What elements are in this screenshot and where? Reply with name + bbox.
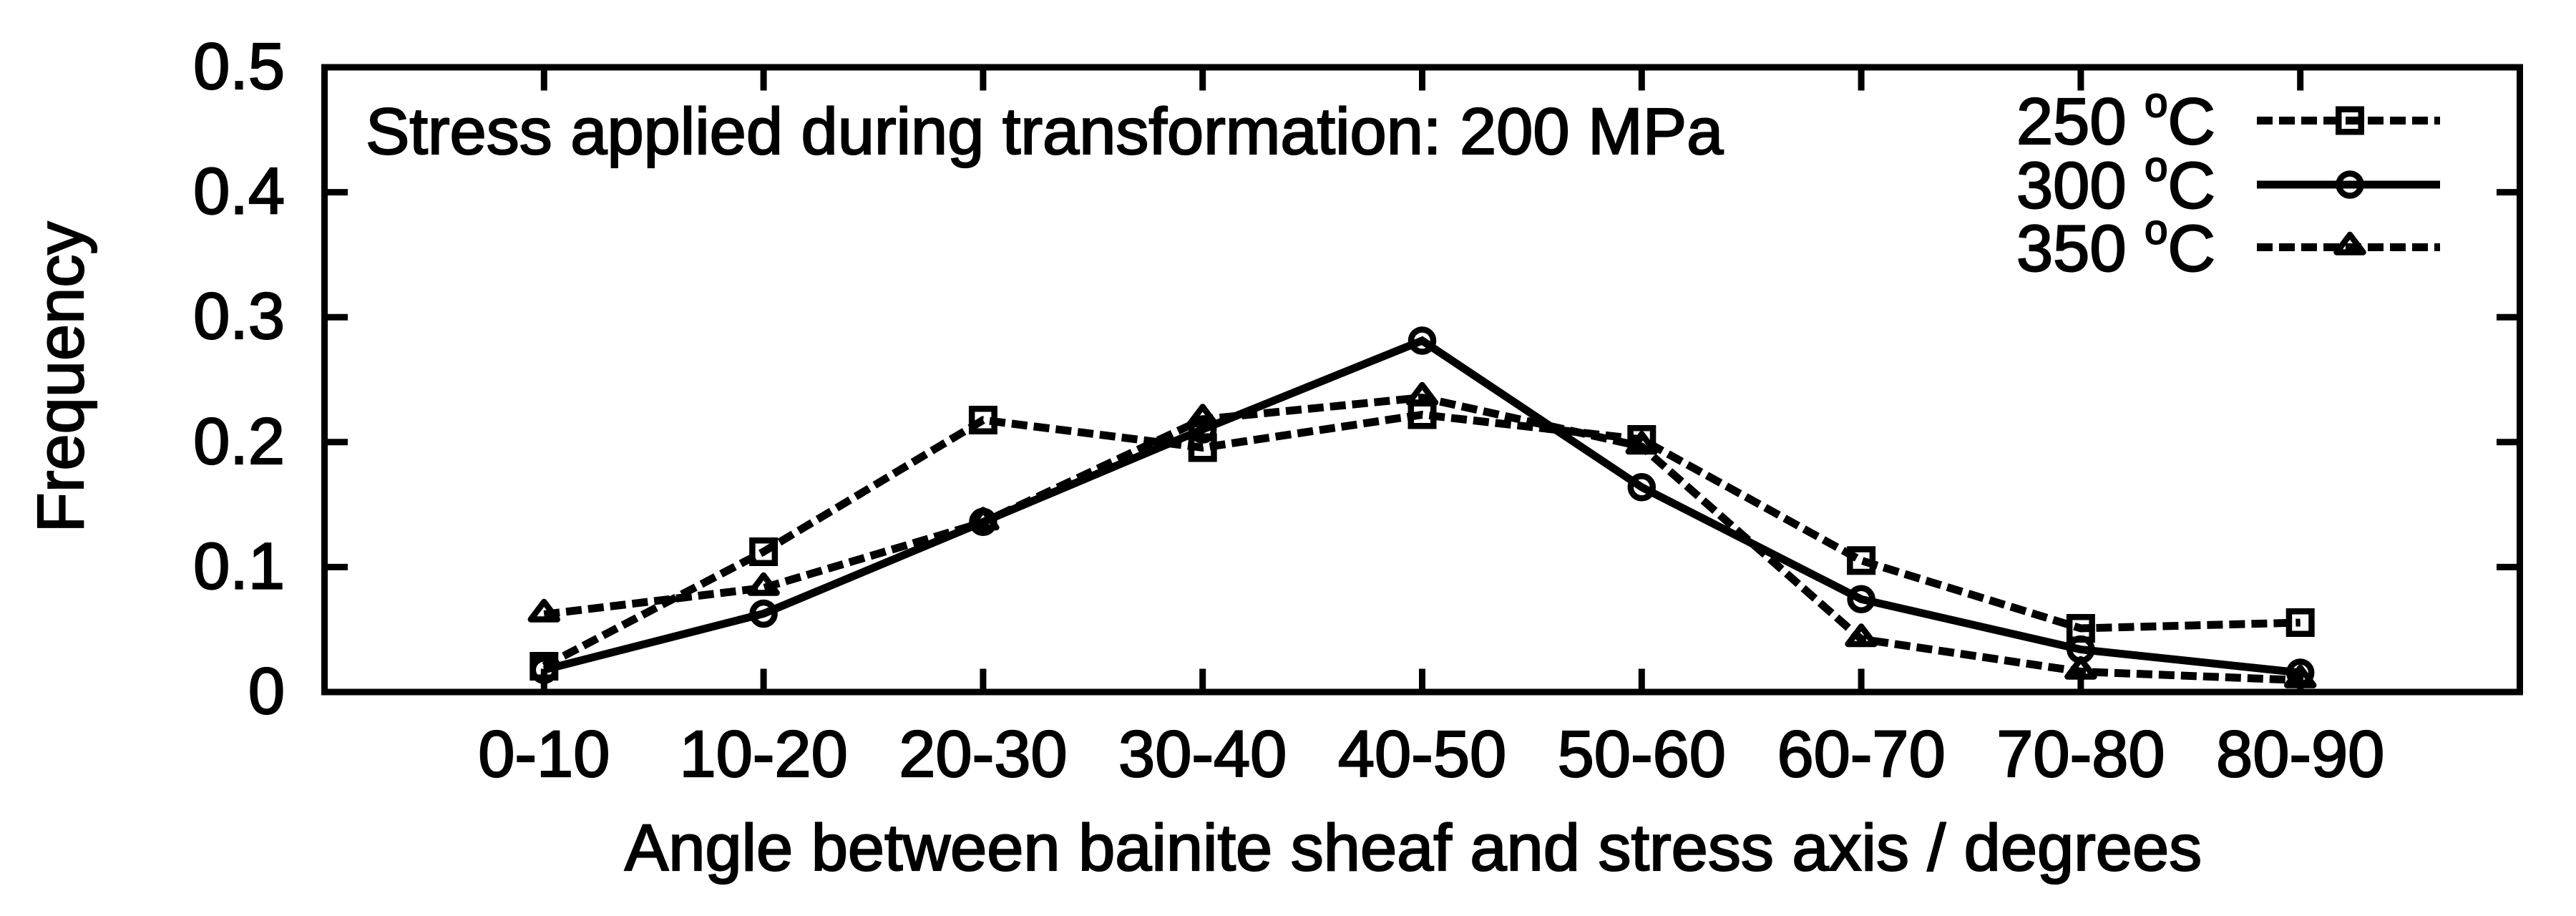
svg-text:40-50: 40-50 bbox=[1338, 718, 1506, 791]
svg-text:80-90: 80-90 bbox=[2216, 718, 2384, 791]
svg-text:70-80: 70-80 bbox=[1996, 718, 2165, 791]
svg-text:10-20: 10-20 bbox=[679, 718, 847, 791]
svg-text:0.2: 0.2 bbox=[193, 405, 285, 478]
svg-text:30-40: 30-40 bbox=[1118, 718, 1287, 791]
svg-text:250 oC: 250 oC bbox=[2016, 79, 2215, 158]
svg-text:350 oC: 350 oC bbox=[2016, 207, 2215, 286]
svg-text:0.3: 0.3 bbox=[193, 280, 285, 353]
svg-text:60-70: 60-70 bbox=[1777, 718, 1945, 791]
svg-text:0.4: 0.4 bbox=[193, 155, 285, 228]
svg-text:300 oC: 300 oC bbox=[2016, 144, 2215, 223]
svg-text:50-60: 50-60 bbox=[1558, 718, 1726, 791]
svg-text:0: 0 bbox=[248, 655, 285, 728]
svg-text:0.5: 0.5 bbox=[193, 30, 285, 103]
svg-text:20-30: 20-30 bbox=[899, 718, 1067, 791]
svg-text:0-10: 0-10 bbox=[478, 718, 610, 791]
svg-text:Angle between bainite sheaf an: Angle between bainite sheaf and stress a… bbox=[625, 812, 2202, 885]
svg-text:0.1: 0.1 bbox=[193, 530, 285, 603]
svg-text:Stress applied during transfor: Stress applied during transformation: 20… bbox=[366, 95, 1724, 168]
svg-text:Frequency: Frequency bbox=[24, 222, 97, 533]
